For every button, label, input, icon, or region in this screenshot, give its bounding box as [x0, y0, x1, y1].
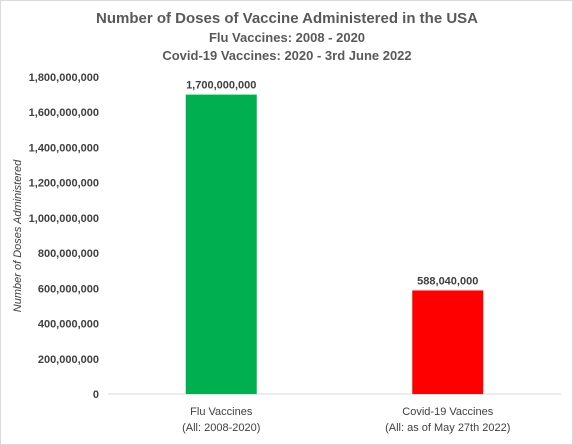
- x-category-label: (All: as of May 27th 2022): [385, 422, 510, 434]
- data-label: 588,040,000: [417, 275, 478, 287]
- y-tick-label: 400,000,000: [38, 319, 99, 331]
- y-tick-label: 600,000,000: [38, 283, 99, 295]
- chart-subtitle-line-2: Covid-19 Vaccines: 2020 - 3rd June 2022: [162, 48, 411, 63]
- x-category-label: Covid-19 Vaccines: [402, 406, 493, 418]
- chart-title: Number of Doses of Vaccine Administered …: [96, 10, 478, 27]
- y-tick-label: 0: [93, 389, 99, 401]
- x-category-label: (All: 2008-2020): [182, 422, 260, 434]
- y-tick-label: 800,000,000: [38, 248, 99, 260]
- data-label: 1,700,000,000: [186, 80, 256, 92]
- y-tick-label: 200,000,000: [38, 354, 99, 366]
- y-tick-label: 1,600,000,000: [29, 107, 99, 119]
- y-tick-label: 1,800,000,000: [29, 72, 99, 84]
- y-axis-label: Number of Doses Administered: [12, 159, 24, 312]
- bar: [412, 290, 484, 394]
- bar: [185, 94, 257, 394]
- y-tick-label: 1,400,000,000: [29, 142, 99, 154]
- y-tick-label: 1,200,000,000: [29, 178, 99, 190]
- chart-subtitle-line-1: Flu Vaccines: 2008 - 2020: [209, 30, 365, 45]
- y-tick-label: 1,000,000,000: [29, 213, 99, 225]
- x-category-label: Flu Vaccines: [190, 406, 253, 418]
